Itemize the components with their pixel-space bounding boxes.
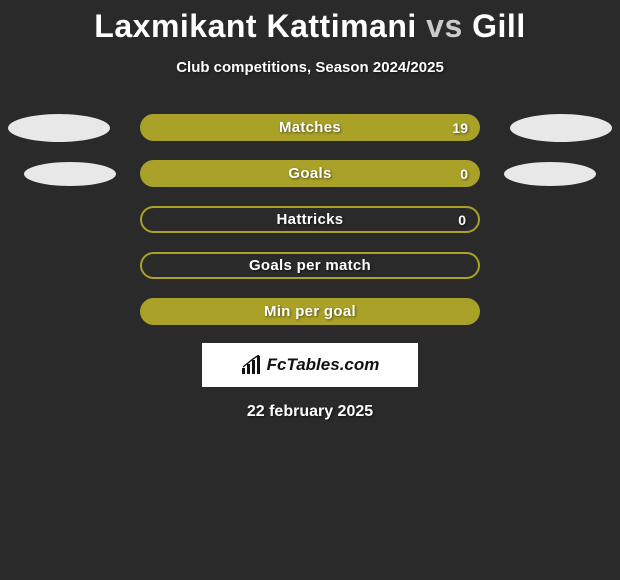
player1-name: Laxmikant Kattimani: [94, 8, 416, 44]
subtitle-text: Club competitions, Season 2024/2025: [0, 59, 620, 76]
stat-bar-hattricks: Hattricks 0: [140, 206, 480, 233]
logo-box: FcTables.com: [202, 343, 418, 387]
date-text: 22 february 2025: [0, 403, 620, 421]
stat-row: Hattricks 0: [0, 206, 620, 233]
stat-row: Goals 0: [0, 160, 620, 187]
stat-row: Goals per match: [0, 252, 620, 279]
stat-bar-min-per-goal: Min per goal: [140, 298, 480, 325]
right-marker-ellipse: [504, 162, 596, 186]
stats-container: Matches 19 Goals 0 Hattricks 0 Goals per…: [0, 114, 620, 325]
stat-row: Min per goal: [0, 298, 620, 325]
page-title: Laxmikant Kattimani vs Gill: [0, 0, 620, 45]
right-marker-ellipse: [510, 114, 612, 142]
stat-bar-goals: Goals 0: [140, 160, 480, 187]
stat-bar-matches: Matches 19: [140, 114, 480, 141]
player2-name: Gill: [472, 8, 526, 44]
left-marker-ellipse: [8, 114, 110, 142]
stat-label: Goals per match: [249, 257, 371, 274]
stat-value: 19: [452, 120, 468, 136]
stat-label: Matches: [279, 119, 341, 136]
stat-row: Matches 19: [0, 114, 620, 141]
stat-bar-goals-per-match: Goals per match: [140, 252, 480, 279]
bars-icon: [241, 355, 263, 375]
stat-value: 0: [460, 166, 468, 182]
stat-value: 0: [458, 212, 466, 228]
vs-text: vs: [426, 8, 463, 44]
stat-label: Min per goal: [264, 303, 356, 320]
left-marker-ellipse: [24, 162, 116, 186]
logo-text: FcTables.com: [267, 355, 380, 375]
stat-label: Hattricks: [277, 211, 344, 228]
stat-label: Goals: [288, 165, 331, 182]
